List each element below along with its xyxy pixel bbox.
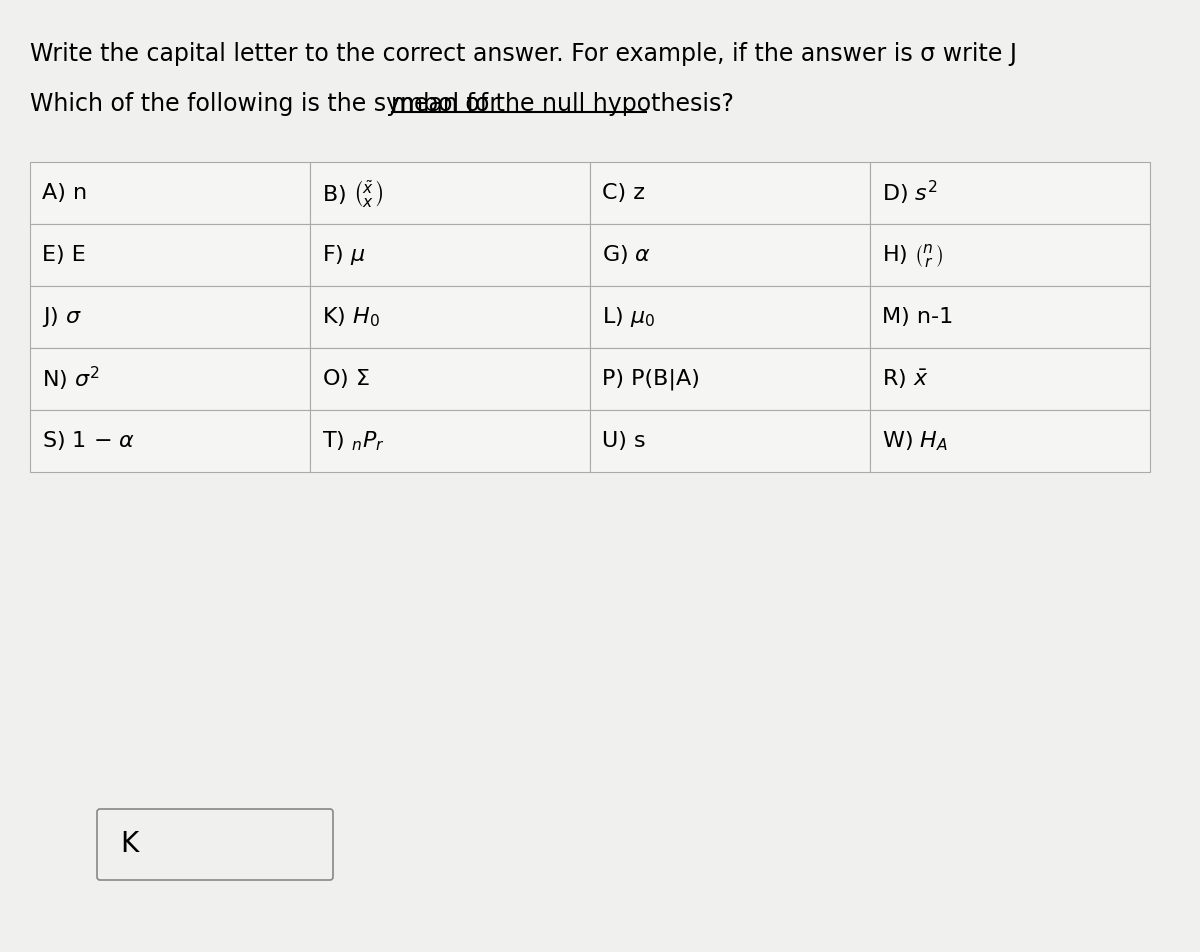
Text: F) $\mu$: F) $\mu$ <box>322 243 366 267</box>
Text: G) $\alpha$: G) $\alpha$ <box>602 244 652 267</box>
Bar <box>870 286 1150 348</box>
Bar <box>310 410 590 472</box>
Text: H) $\binom{n}{r}$: H) $\binom{n}{r}$ <box>882 242 943 268</box>
Text: J) $\sigma$: J) $\sigma$ <box>42 305 82 329</box>
Bar <box>590 224 870 286</box>
Text: U) s: U) s <box>602 431 646 451</box>
Bar <box>310 286 590 348</box>
Bar <box>310 348 590 410</box>
Bar <box>30 348 310 410</box>
Bar <box>590 348 870 410</box>
FancyBboxPatch shape <box>97 809 334 880</box>
Text: W) $H_A$: W) $H_A$ <box>882 429 948 453</box>
Text: L) $\mu_0$: L) $\mu_0$ <box>602 305 655 329</box>
Text: O) $\Sigma$: O) $\Sigma$ <box>322 367 370 390</box>
Text: K) $H_0$: K) $H_0$ <box>322 306 380 328</box>
Text: B) $\binom{\tilde{x}}{x}$: B) $\binom{\tilde{x}}{x}$ <box>322 177 384 208</box>
Text: Which of the following is the symbol for: Which of the following is the symbol for <box>30 92 506 116</box>
Text: C) z: C) z <box>602 183 646 203</box>
Text: mean of the null hypothesis?: mean of the null hypothesis? <box>391 92 733 116</box>
Bar <box>30 224 310 286</box>
Bar <box>590 286 870 348</box>
Text: R) $\bar{x}$: R) $\bar{x}$ <box>882 367 929 390</box>
Bar <box>590 410 870 472</box>
Text: A) n: A) n <box>42 183 88 203</box>
Text: T) $_n P_r$: T) $_n P_r$ <box>322 429 385 453</box>
Bar <box>310 162 590 224</box>
Bar <box>310 224 590 286</box>
Bar <box>870 410 1150 472</box>
Bar <box>30 410 310 472</box>
Bar <box>870 224 1150 286</box>
Text: N) $\sigma^2$: N) $\sigma^2$ <box>42 365 100 393</box>
Text: K: K <box>120 830 138 859</box>
Text: Write the capital letter to the correct answer. For example, if the answer is σ : Write the capital letter to the correct … <box>30 42 1018 66</box>
Text: M) n-1: M) n-1 <box>882 307 953 327</box>
Bar <box>870 162 1150 224</box>
Text: P) P(B|A): P) P(B|A) <box>602 368 700 389</box>
Text: D) $s^2$: D) $s^2$ <box>882 179 937 208</box>
Text: E) E: E) E <box>42 245 85 265</box>
Bar <box>870 348 1150 410</box>
Bar <box>30 286 310 348</box>
Text: S) 1 $-$ $\alpha$: S) 1 $-$ $\alpha$ <box>42 429 136 452</box>
Bar <box>30 162 310 224</box>
Bar <box>590 162 870 224</box>
